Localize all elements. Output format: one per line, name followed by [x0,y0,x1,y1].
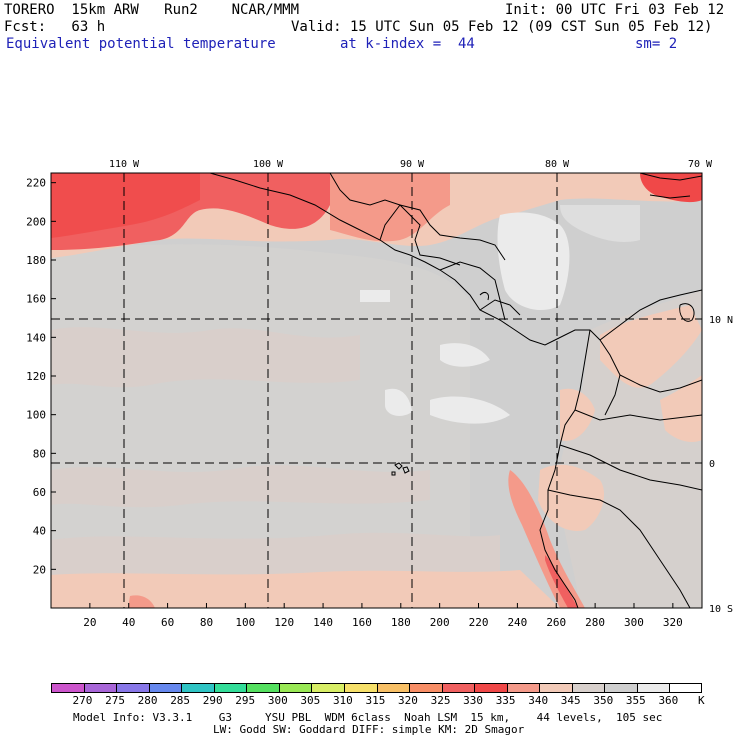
lon-label-90w: 90 W [400,159,425,170]
colorbar-level-label: 295 [235,694,256,707]
x-tick-label: 260 [546,616,566,629]
model-info: Model Info: V3.3.1 G3 YSU PBL WDM 6class… [73,711,663,724]
model-run-title: TORERO 15km ARW Run2 NCAR/MMM [4,2,300,18]
x-tick-label: 20 [83,616,96,629]
init-time: Init: 00 UTC Fri 03 Feb 12 [505,2,725,18]
colorbar-level-label: 320 [398,694,418,707]
x-tick-label: 40 [122,616,135,629]
colorbar-swatch [506,683,540,693]
colorbar-level-label: 325 [430,694,451,707]
colorbar-level-label: 330 [463,694,484,707]
k-index-level: at k-index = 44 [340,36,475,52]
x-tick-label: 240 [507,616,527,629]
x-tick-label: 180 [391,616,411,629]
coastlines [209,173,702,608]
colorbar-level-label: 290 [202,694,223,707]
lat-label-10s: 10 S [709,604,733,615]
colorbar-swatch [246,683,280,693]
y-tick-label: 220 [26,177,46,190]
y-tick-label: 40 [33,525,46,538]
colorbar-level-label: 360 [658,694,679,707]
lat-label-0: 0 [709,459,715,470]
valid-time: Valid: 15 UTC Sun 05 Feb 12 (09 CST Sun … [291,19,713,35]
smoothing-label: sm= 2 [635,36,678,52]
colorbar-level-label: 285 [170,694,191,707]
theta-e-field [51,173,702,608]
lon-label-110w: 110 W [109,159,140,170]
colorbar-swatch [474,683,508,693]
y-axis-ticks: 220 200 180 160 140 120 100 80 60 40 20 [26,177,56,576]
x-tick-label: 160 [352,616,372,629]
x-tick-label: 280 [585,616,605,629]
y-tick-label: 120 [26,370,46,383]
colorbar-swatch [604,683,638,693]
x-tick-label: 220 [469,616,489,629]
y-tick-label: 80 [33,447,46,460]
longitude-labels: 110 W 100 W 90 W 80 W 70 W [109,159,713,170]
colorbar-swatch [83,683,117,693]
colorbar-swatch [148,683,182,693]
colorbar-swatch [571,683,605,693]
colorbar-swatch [376,683,410,693]
y-tick-label: 60 [33,486,46,499]
lon-label-80w: 80 W [545,159,570,170]
colorbar-level-label: 345 [560,694,581,707]
colorbar-swatch [181,683,215,693]
y-tick-label: 140 [26,331,46,344]
x-tick-label: 200 [430,616,450,629]
colorbar-level-label: 310 [332,694,353,707]
colorbar-level-label: 270 [72,694,93,707]
colorbar-level-label: 335 [495,694,516,707]
colorbar-level-label: 280 [137,694,158,707]
colorbar-level-label: 340 [528,694,549,707]
colorbar-swatch [539,683,573,693]
x-axis-ticks: 20 40 60 80 100 120 140 160 180 200 220 240 260 280 30… [83,603,683,629]
y-tick-label: 180 [26,254,46,267]
colorbar-swatch [669,683,703,693]
colorbar-level-label: 355 [625,694,646,707]
x-tick-label: 80 [200,616,213,629]
colorbar-swatch [409,683,443,693]
colorbar-swatch [278,683,312,693]
y-tick-label: 20 [33,563,46,576]
colorbar-level-label: 315 [365,694,386,707]
x-tick-label: 120 [274,616,294,629]
colorbar-level-label: 350 [593,694,614,707]
field-name: Equivalent potential temperature [6,36,276,52]
x-tick-label: 300 [624,616,644,629]
map-frame [50,172,703,609]
colorbar-swatch [51,683,84,693]
y-tick-label: 200 [26,215,46,228]
colorbar-swatch [213,683,247,693]
lat-label-10n: 10 N [709,315,733,326]
graticule [51,173,702,608]
colorbar-unit: K [698,694,705,707]
forecast-hour: Fcst: 63 h [4,19,106,35]
colorbar-swatch [441,683,475,693]
x-tick-label: 100 [235,616,255,629]
x-tick-label: 60 [161,616,174,629]
colorbar-swatch [636,683,670,693]
y-tick-label: 160 [26,293,46,306]
lon-label-70w: 70 W [688,159,713,170]
colorbar-level-label: 305 [300,694,321,707]
lon-label-100w: 100 W [253,159,284,170]
colorbar-swatch [343,683,377,693]
colorbar-swatch [311,683,345,693]
x-tick-label: 140 [313,616,333,629]
x-tick-label: 320 [663,616,683,629]
latitude-labels: 10 N 0 10 S [709,315,733,615]
colorbar-level-label: 275 [105,694,125,707]
y-tick-label: 100 [26,409,46,422]
physics-info: LW: Godd SW: Goddard DIFF: simple KM: 2D… [213,723,525,736]
colorbar-level-label: 300 [267,694,288,707]
colorbar-swatch [116,683,150,693]
